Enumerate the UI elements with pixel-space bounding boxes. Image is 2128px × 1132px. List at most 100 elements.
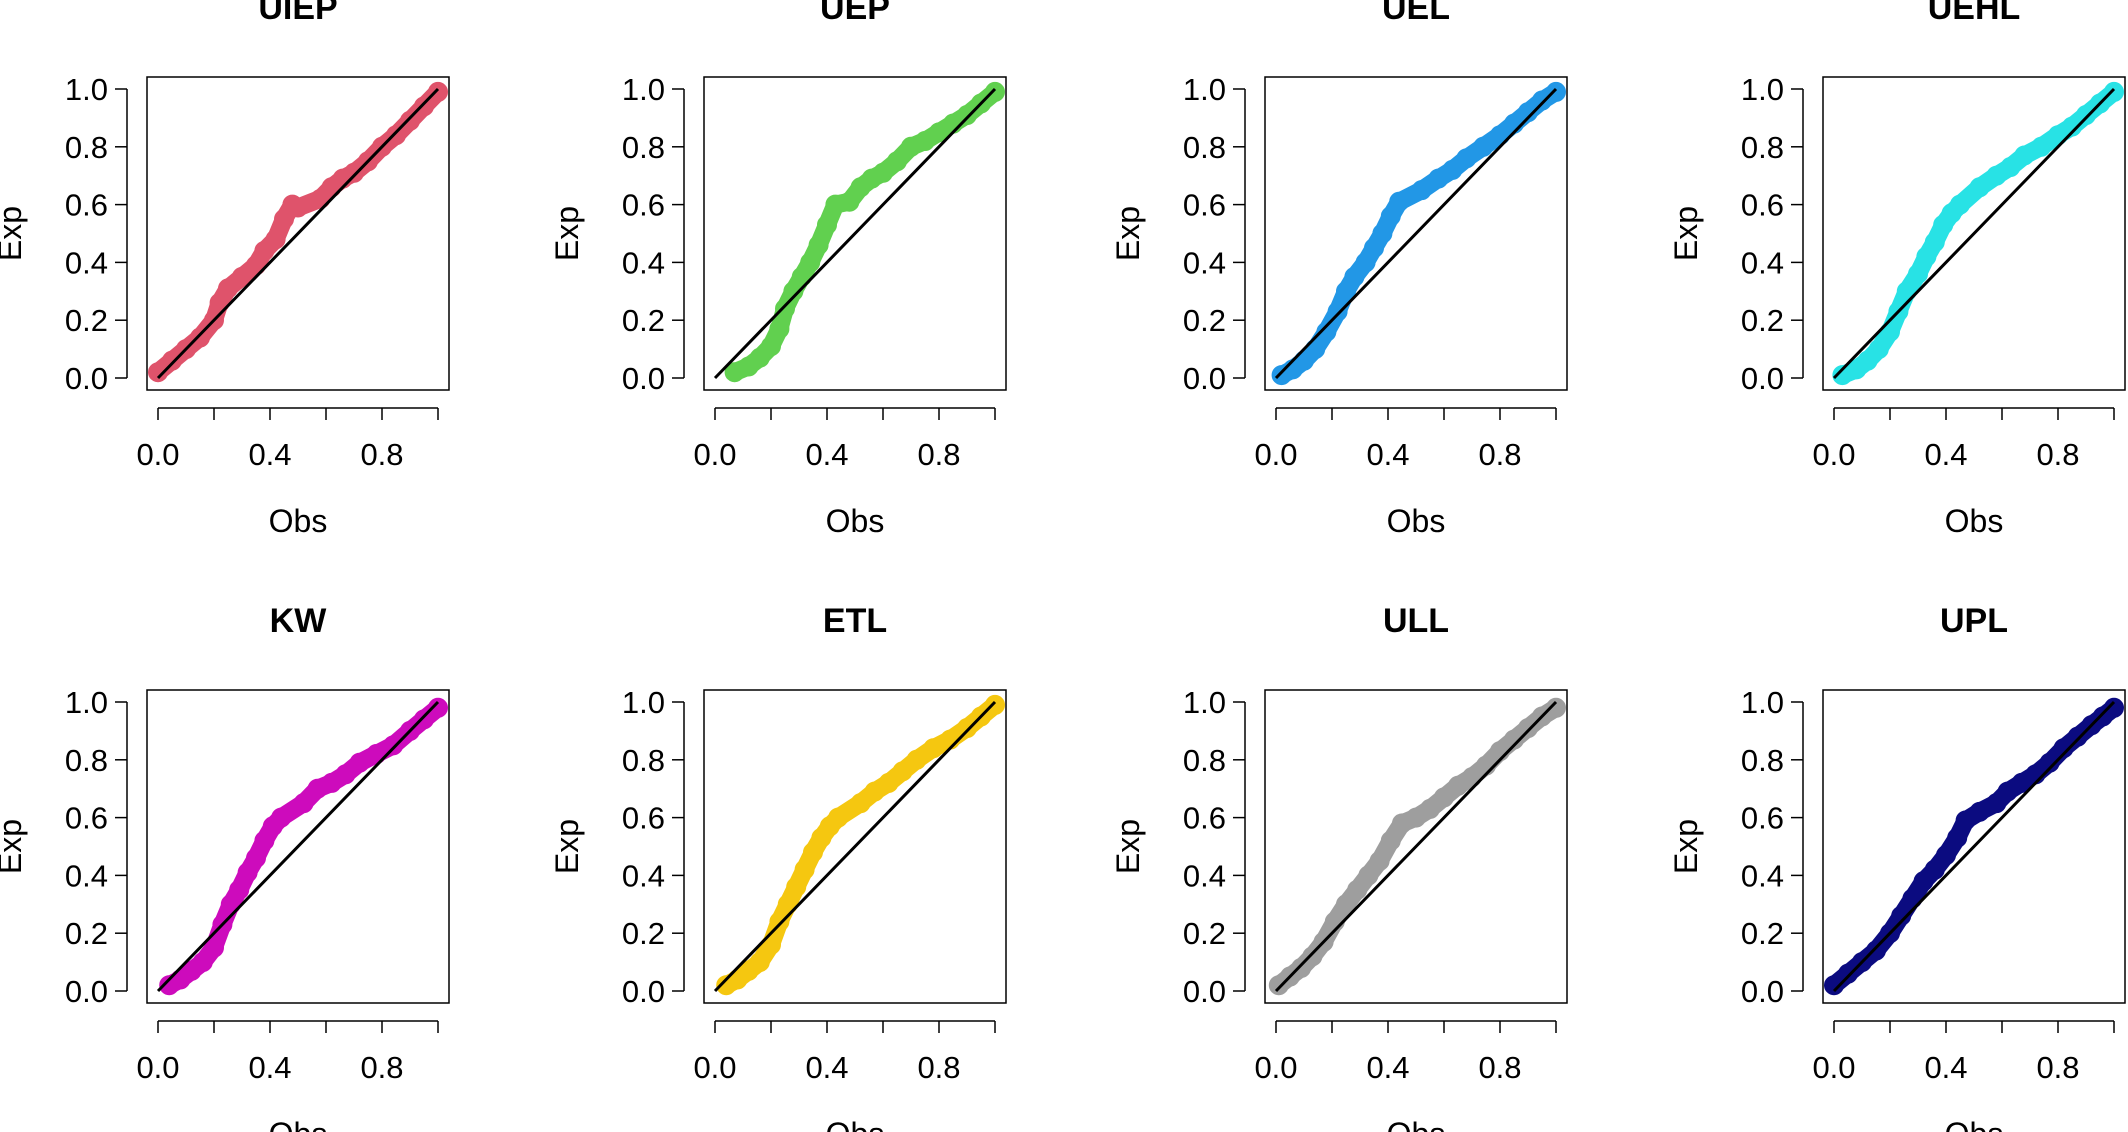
x-tick-label: 0.8 — [917, 1050, 960, 1085]
x-tick-label: 0.0 — [693, 437, 736, 472]
y-axis-label: Exp — [1668, 819, 1704, 874]
data-band — [717, 695, 1004, 995]
y-tick-label: 0.2 — [1183, 916, 1226, 951]
panel-3: UEHL 0.0 0.2 0.4 0.6 0.8 1.0 0.0 0.4 0.8 Obs Exp — [1668, 0, 2126, 539]
x-axis-label: Obs — [269, 503, 328, 539]
plot-frame — [1822, 76, 2126, 391]
plot-frame — [703, 76, 1007, 391]
panel-7: UPL 0.0 0.2 0.4 0.6 0.8 1.0 0.0 0.4 0.8 Obs Exp — [1668, 602, 2126, 1132]
reference-line — [1274, 700, 1558, 993]
reference-line — [1274, 87, 1558, 380]
reference-line — [713, 87, 997, 380]
y-tick-label: 1.0 — [622, 72, 665, 107]
y-tick-label: 0.0 — [65, 361, 108, 396]
x-tick-label: 0.4 — [805, 1050, 848, 1085]
panel-4: KW 0.0 0.2 0.4 0.6 0.8 1.0 0.0 0.4 0.8 Obs Exp — [0, 602, 450, 1132]
data-band — [160, 698, 447, 995]
plot-frame — [1264, 76, 1568, 391]
y-tick-label: 0.2 — [65, 303, 108, 338]
y-tick-label: 0.6 — [1183, 188, 1226, 223]
y-tick-label: 1.0 — [1183, 685, 1226, 720]
panel-0: UIEP 0.0 0.2 0.4 0.6 0.8 1.0 0.0 0.4 0.8 Obs Exp — [0, 0, 450, 539]
y-tick-label: 1.0 — [65, 72, 108, 107]
y-tick-label: 1.0 — [1741, 72, 1784, 107]
x-tick-label: 0.0 — [1812, 1050, 1855, 1085]
y-tick-label: 0.0 — [65, 974, 108, 1009]
y-tick-label: 0.4 — [1183, 858, 1226, 893]
y-tick-label: 0.0 — [1741, 974, 1784, 1009]
y-axis-label: Exp — [1110, 206, 1146, 261]
panel-title: UEHL — [1928, 0, 2021, 27]
y-tick-label: 0.8 — [622, 743, 665, 778]
y-tick-label: 0.6 — [1741, 188, 1784, 223]
y-tick-label: 0.2 — [65, 916, 108, 951]
panel-title: ETL — [823, 602, 887, 640]
x-tick-label: 0.8 — [360, 1050, 403, 1085]
y-tick-label: 0.8 — [65, 130, 108, 165]
x-axis-label: Obs — [1945, 1116, 2004, 1132]
panel-title: UIEP — [258, 0, 337, 27]
y-tick-label: 0.8 — [1741, 743, 1784, 778]
reference-line — [1832, 700, 2116, 993]
y-tick-label: 0.8 — [1741, 130, 1784, 165]
x-axis-label: Obs — [269, 1116, 328, 1132]
x-axis-label: Obs — [1387, 1116, 1446, 1132]
reference-line — [713, 700, 997, 993]
reference-line — [1832, 87, 2116, 380]
x-tick-label: 0.8 — [1478, 1050, 1521, 1085]
y-axis-label: Exp — [549, 206, 585, 261]
panel-title: ULL — [1383, 602, 1449, 640]
y-tick-label: 0.6 — [1741, 801, 1784, 836]
x-axis-label: Obs — [1945, 503, 2004, 539]
y-tick-label: 1.0 — [65, 685, 108, 720]
y-tick-label: 0.4 — [65, 245, 108, 280]
panel-1: UEP 0.0 0.2 0.4 0.6 0.8 1.0 0.0 0.4 0.8 Obs Exp — [549, 0, 1007, 539]
y-tick-label: 0.8 — [65, 743, 108, 778]
panel-title: UEP — [820, 0, 890, 27]
x-tick-label: 0.4 — [805, 437, 848, 472]
x-tick-label: 0.8 — [1478, 437, 1521, 472]
y-tick-label: 1.0 — [1741, 685, 1784, 720]
y-tick-label: 0.4 — [1741, 245, 1784, 280]
y-tick-label: 0.2 — [1183, 303, 1226, 338]
y-tick-label: 0.8 — [1183, 743, 1226, 778]
y-tick-label: 0.6 — [65, 188, 108, 223]
y-tick-label: 0.6 — [65, 801, 108, 836]
y-tick-label: 0.2 — [1741, 303, 1784, 338]
data-band — [1272, 82, 1565, 385]
y-tick-label: 0.2 — [1741, 916, 1784, 951]
y-tick-label: 0.4 — [65, 858, 108, 893]
x-tick-label: 0.0 — [1254, 437, 1297, 472]
y-tick-label: 0.8 — [622, 130, 665, 165]
panel-title: UPL — [1940, 602, 2008, 640]
y-tick-label: 0.8 — [1183, 130, 1226, 165]
plot-frame — [146, 76, 450, 391]
y-tick-label: 0.2 — [622, 303, 665, 338]
y-tick-label: 0.6 — [1183, 801, 1226, 836]
x-tick-label: 0.0 — [136, 437, 179, 472]
y-tick-label: 0.6 — [622, 188, 665, 223]
x-axis-label: Obs — [826, 1116, 885, 1132]
y-tick-label: 0.0 — [1741, 361, 1784, 396]
x-tick-label: 0.4 — [248, 437, 291, 472]
x-tick-label: 0.8 — [2036, 1050, 2079, 1085]
y-axis-label: Exp — [0, 206, 28, 261]
data-band — [725, 82, 1004, 382]
y-axis-label: Exp — [1110, 819, 1146, 874]
y-tick-label: 0.2 — [622, 916, 665, 951]
y-tick-label: 0.0 — [1183, 974, 1226, 1009]
x-tick-label: 0.4 — [1924, 1050, 1967, 1085]
y-tick-label: 1.0 — [622, 685, 665, 720]
x-tick-label: 0.8 — [2036, 437, 2079, 472]
reference-line — [156, 87, 440, 380]
x-tick-label: 0.0 — [1254, 1050, 1297, 1085]
panel-5: ETL 0.0 0.2 0.4 0.6 0.8 1.0 0.0 0.4 0.8 Obs Exp — [549, 602, 1007, 1132]
x-tick-label: 0.0 — [693, 1050, 736, 1085]
y-axis-label: Exp — [0, 819, 28, 874]
x-tick-label: 0.8 — [917, 437, 960, 472]
y-axis-label: Exp — [549, 819, 585, 874]
x-tick-label: 0.0 — [1812, 437, 1855, 472]
panel-2: UEL 0.0 0.2 0.4 0.6 0.8 1.0 0.0 0.4 0.8 Obs Exp — [1110, 0, 1568, 539]
y-tick-label: 0.0 — [622, 974, 665, 1009]
y-axis-label: Exp — [1668, 206, 1704, 261]
